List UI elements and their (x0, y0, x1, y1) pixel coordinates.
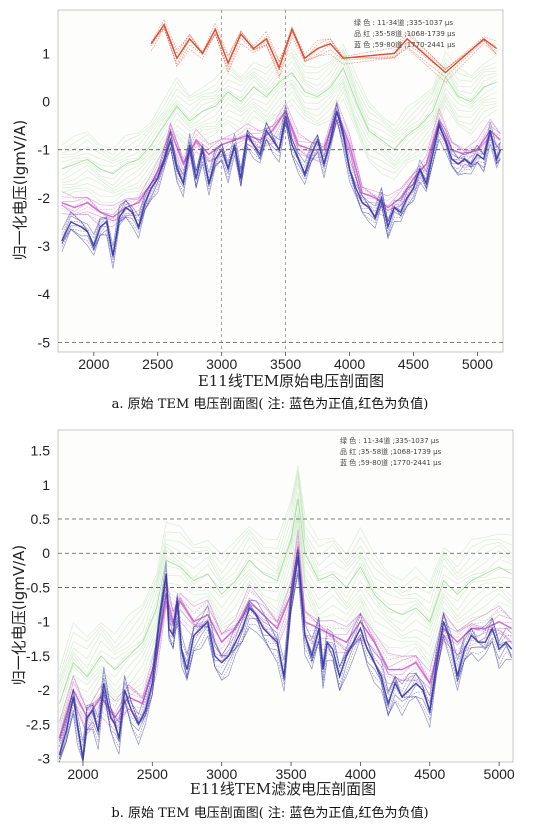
chartB-y-tick-label: 1.5 (31, 443, 51, 459)
chartB-x-tick-label: 3500 (275, 766, 306, 782)
chartA-x-tick-label: 2500 (142, 356, 173, 372)
chartA-series-green-line (61, 74, 497, 180)
chartB-series-main-blue (58, 556, 513, 759)
chartA-series-main-blue (61, 111, 502, 256)
chartA-series-blue-line (61, 102, 501, 247)
chartB-series-green-line (59, 508, 512, 714)
chart-a-x-ticks: 2000 2500 3000 3500 4000 4500 5000 (78, 352, 493, 372)
chart-b: 1.5 1 0.5 0 -0.5 -1 -1.5 -2 -2.5 -3 2000 2500 3000 3… (10, 429, 515, 821)
chartA-series-green-line (61, 48, 497, 156)
chartA-series-magenta-line (61, 105, 501, 210)
chartA-series-green-line (61, 85, 497, 194)
chartA-y-tick-label: -4 (38, 286, 51, 302)
chart-b-x-axis-label: E11线TEM滤波电压剖面图 (190, 780, 376, 798)
chartB-series-main-green (59, 498, 512, 704)
chartA-y-tick-label: -2 (38, 190, 51, 206)
chartB-series-green-line (59, 472, 512, 682)
chart-a-legend-blue: 蓝 色 ;59-80道 ;1770-2441 μs (354, 40, 456, 49)
chartB-series-green-line (59, 519, 512, 727)
chartB-series-green-line (59, 469, 512, 678)
chartB-x-tick-label: 2000 (67, 766, 98, 782)
chartA-x-tick-label: 3500 (270, 356, 301, 372)
chartA-x-tick-label: 5000 (462, 356, 493, 372)
chart-b-plot-area (57, 429, 514, 763)
chartB-y-tick-label: -0.5 (26, 579, 50, 595)
chartA-series-green-line (61, 82, 497, 192)
chartB-y-tick-label: -2 (38, 682, 51, 698)
chart-b-y-axis-label: 归一化电压(lgmV/A) (10, 545, 28, 686)
chartB-y-tick-label: -1.5 (26, 648, 50, 664)
chartB-series-green-line (59, 515, 512, 725)
chart-b-legend-blue: 蓝 色 ;59-80道 ;1770-2441 μs (340, 458, 442, 467)
chartA-series-magenta-line (61, 112, 501, 222)
chartA-series-main-green (61, 66, 497, 175)
chartB-y-tick-label: 0 (42, 545, 50, 561)
chartA-series-main-red (150, 22, 498, 74)
chartA-x-tick-label: 2000 (78, 356, 109, 372)
chart-a-gridlines (58, 10, 503, 352)
chartA-series-green-line (61, 43, 497, 150)
chartB-series-blue-line (59, 549, 512, 748)
chartB-x-tick-label: 4500 (414, 766, 445, 782)
chartB-x-tick-label: 3000 (206, 766, 237, 782)
chartB-series-green-line (59, 525, 512, 731)
chartB-series-magenta-line (59, 529, 512, 723)
chart-b-x-ticks: 2000 2500 3000 3500 4000 4500 5000 (67, 762, 515, 782)
chart-a-y-ticks: 1 0 -1 -2 -3 -4 -5 (38, 45, 51, 350)
chartB-y-tick-label: -1 (38, 614, 51, 630)
chartB-series-green-line (59, 482, 512, 688)
chartB-series-blue-line (59, 549, 512, 742)
chartA-series-green-line (61, 50, 497, 160)
chartA-y-tick-label: -5 (38, 334, 51, 350)
chart-b-caption: b. 原始 TEM 电压剖面图( 注: 蓝色为正值,红色为负值) (111, 805, 428, 821)
chartA-series-red-line (150, 19, 497, 70)
chartA-series-red-line (151, 24, 497, 70)
chartB-series-green-line (59, 465, 512, 671)
chart-b-gridlines (58, 518, 513, 588)
chart-b-legend-magenta: 品 红 ;35-58道 ;1068-1739 μs (340, 447, 442, 456)
chartA-series-red-line (150, 27, 497, 83)
chartA-series-magenta-line (61, 99, 501, 206)
chartA-x-tick-label: 4500 (398, 356, 429, 372)
chartB-y-tick-label: 1 (42, 477, 50, 493)
chartA-series-red-line (151, 27, 497, 73)
chartB-series-green-line (59, 512, 512, 721)
chartA-series-green-line (61, 80, 497, 190)
chartA-series-green-line (61, 78, 497, 186)
chart-b-y-ticks: 1.5 1 0.5 0 -0.5 -1 -1.5 -2 -2.5 -3 (26, 443, 50, 767)
chart-a-caption: a. 原始 TEM 电压剖面图( 注: 蓝色为正值,红色为负值) (112, 396, 429, 412)
chartA-x-tick-label: 4000 (334, 356, 365, 372)
chartA-series-green-line (61, 91, 497, 198)
chartA-y-tick-label: 0 (42, 94, 50, 110)
chartB-x-tick-label: 4000 (345, 766, 376, 782)
chartB-series-main-magenta (58, 546, 512, 739)
chartA-x-tick-label: 3000 (206, 356, 237, 372)
chartA-series-red-line (151, 26, 497, 78)
chartB-series-green-line (59, 501, 512, 704)
chart-a-legend-magenta: 品 红 ;35-58道 ;1068-1739 μs (354, 29, 456, 38)
chartA-y-tick-label: -3 (38, 238, 51, 254)
chartB-y-tick-label: -3 (38, 751, 51, 767)
chart-b-legend: 绿 色 : 11-34道 ;335-1037 μs 品 红 ;35-58道 ;1… (340, 436, 442, 467)
chartA-y-tick-label: -1 (38, 142, 51, 158)
chartB-y-tick-label: 0.5 (31, 511, 51, 527)
chartA-series-green-line (61, 61, 497, 167)
chart-a-legend-green: 绿 色 : 11-34道 ;335-1037 μs (354, 18, 453, 27)
chartA-y-tick-label: 1 (42, 45, 50, 61)
chart-a: 1 0 -1 -2 -3 -4 -5 2000 2500 3000 3500 4000 4500 500… (11, 9, 504, 412)
chart-a-legend: 绿 色 : 11-34道 ;335-1037 μs 品 红 ;35-58道 ;1… (354, 18, 456, 49)
chartB-x-tick-label: 5000 (484, 766, 515, 782)
chart-a-plot-area (57, 9, 504, 353)
chart-b-legend-green: 绿 色 : 11-34道 ;335-1037 μs (340, 436, 439, 445)
chartA-series-magenta-line (61, 116, 501, 223)
chartB-y-tick-label: -2.5 (26, 716, 50, 732)
chartB-series-green-line (59, 476, 512, 684)
chart-a-x-axis-label: E11线TEM原始电压剖面图 (198, 372, 384, 390)
chartA-series-green-line (61, 67, 497, 173)
chart-a-y-axis-label: 归一化电压(lgmV/A) (11, 120, 29, 261)
chartB-series-magenta-line (59, 534, 512, 730)
chartB-x-tick-label: 2500 (137, 766, 168, 782)
chartA-series-main-magenta (61, 109, 501, 218)
